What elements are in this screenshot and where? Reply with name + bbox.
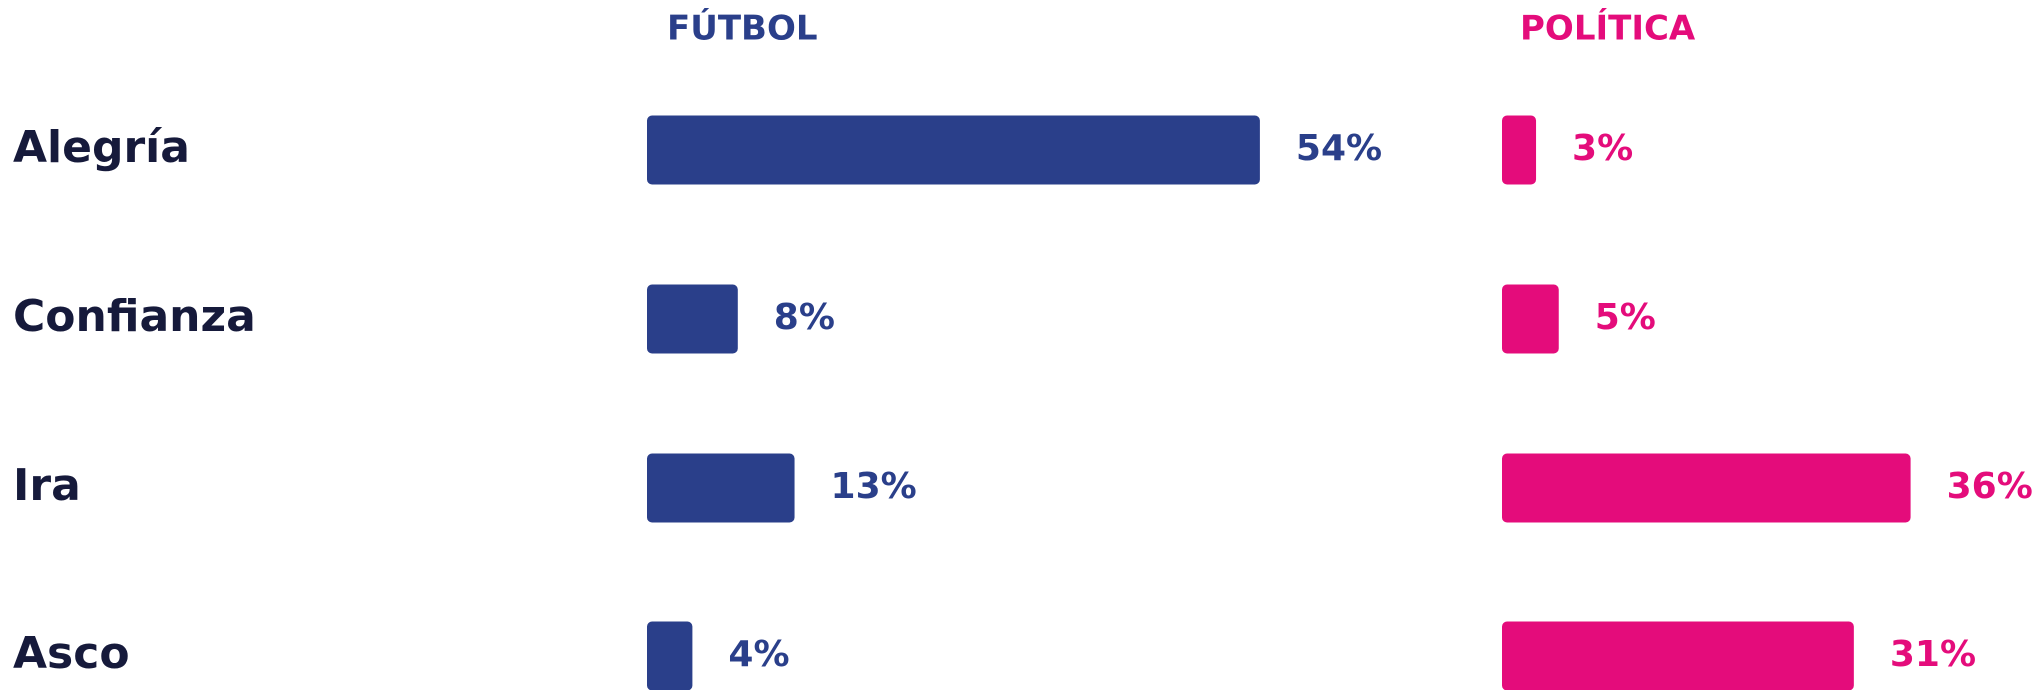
category-label: Asco <box>13 628 130 679</box>
bar <box>1502 621 1854 690</box>
bar <box>647 284 738 354</box>
value-label: 8% <box>774 297 835 338</box>
category-label: Ira <box>13 460 81 511</box>
panel-title: POLÍTICA <box>1520 8 1696 49</box>
panel-title: FÚTBOL <box>667 8 818 49</box>
bar <box>1502 115 1537 185</box>
bar <box>647 621 693 690</box>
value-label: 13% <box>831 466 917 507</box>
category-label: Alegría <box>13 122 190 173</box>
value-label: 5% <box>1595 297 1656 338</box>
bar <box>647 115 1260 185</box>
value-label: 31% <box>1890 634 1976 675</box>
value-label: 36% <box>1947 466 2033 507</box>
bar <box>1502 284 1559 354</box>
bar <box>1502 453 1911 523</box>
value-label: 54% <box>1296 128 1382 169</box>
value-label: 4% <box>728 634 789 675</box>
value-label: 3% <box>1572 128 1633 169</box>
bar <box>647 453 795 523</box>
category-label: Confianza <box>13 291 256 342</box>
